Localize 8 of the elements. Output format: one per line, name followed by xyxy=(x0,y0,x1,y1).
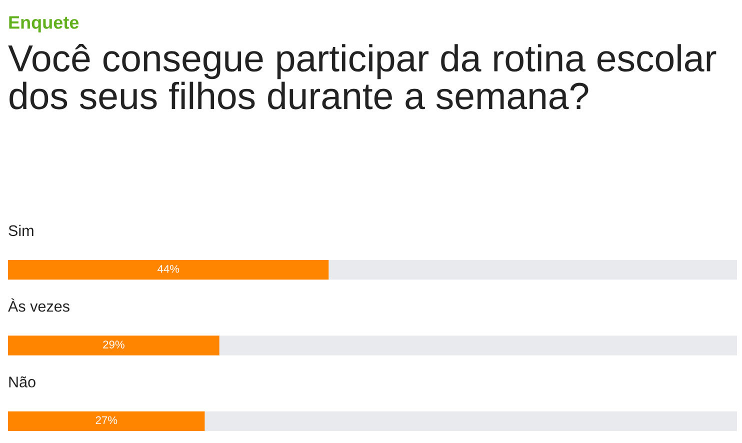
data-label: 29% xyxy=(103,340,124,348)
y-tick-label: Sim xyxy=(8,224,34,236)
data-label: 44% xyxy=(158,265,180,273)
y-tick-label: Às vezes xyxy=(8,298,70,312)
chart-title: Você consegue participar da rotina escolar dos seus filhos durante a semana? xyxy=(8,44,716,110)
y-tick-label: Não xyxy=(9,376,36,388)
chart-subtitle: Enquete xyxy=(9,16,79,32)
data-label: 27% xyxy=(96,416,118,424)
